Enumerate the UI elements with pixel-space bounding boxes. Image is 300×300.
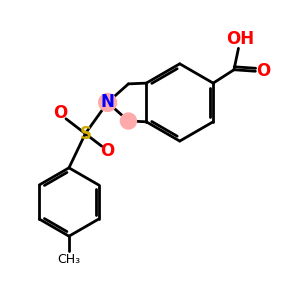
Text: CH₃: CH₃ [57, 253, 80, 266]
Circle shape [99, 94, 116, 111]
Text: O: O [53, 104, 68, 122]
Text: O: O [256, 62, 271, 80]
Text: N: N [101, 93, 115, 111]
Text: OH: OH [226, 30, 254, 48]
Text: S: S [79, 125, 91, 143]
Circle shape [120, 113, 136, 129]
Text: O: O [100, 142, 114, 160]
